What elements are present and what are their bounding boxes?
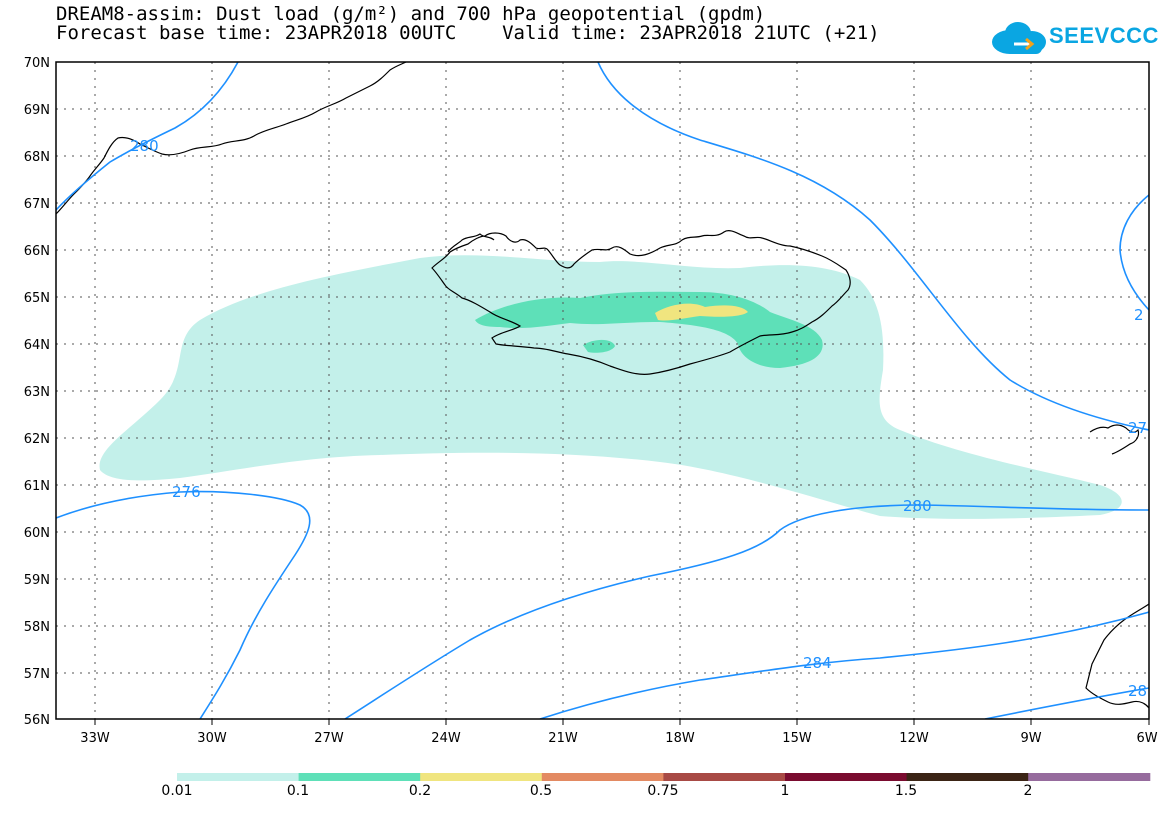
contour-276	[56, 490, 311, 719]
contour-label-280-nw: 280	[130, 137, 159, 155]
contour-label-280: 280	[903, 497, 932, 515]
geopotential-contours	[56, 62, 1149, 719]
faroe-coastline	[1089, 424, 1140, 455]
colorbar-swatch	[663, 773, 786, 781]
lat-label: 61N	[24, 479, 50, 494]
map-area: 280 276 280 284 2 27 28	[56, 62, 1149, 719]
colorbar-swatch	[906, 773, 1029, 781]
lat-label: 65N	[24, 291, 50, 306]
colorbar-label: 0.5	[529, 783, 553, 799]
lat-label: 67N	[24, 197, 50, 212]
lon-label: 9W	[1020, 731, 1041, 746]
greenland-coastline	[56, 62, 407, 215]
lon-label: 21W	[548, 731, 578, 746]
lon-label: 15W	[782, 731, 812, 746]
seevccc-logo	[992, 22, 1046, 54]
contour-284	[539, 611, 1149, 719]
map-title-line2: Forecast base time: 23APR2018 00UTC Vali…	[56, 22, 880, 44]
colorbar-swatch	[1028, 773, 1151, 781]
latitude-labels: 70N 69N 68N 67N 66N 65N 64N 63N 62N 61N …	[24, 56, 50, 728]
colorbar-label: 1	[780, 783, 790, 799]
lat-label: 58N	[24, 620, 50, 635]
lat-label: 64N	[24, 338, 50, 353]
iceland-westfjords	[447, 233, 495, 253]
colorbar-swatch	[541, 773, 664, 781]
contour-label-se: 28	[1128, 682, 1147, 700]
dust-0.01-region	[99, 255, 1122, 519]
contour-se	[984, 687, 1149, 719]
lat-label: 62N	[24, 432, 50, 447]
colorbar-label: 0.75	[647, 783, 679, 799]
logo-text: SEEVCCC	[1049, 23, 1159, 48]
contour-east	[1119, 194, 1149, 311]
lon-label: 27W	[314, 731, 344, 746]
colorbar-swatch	[177, 773, 300, 781]
map-frame	[55, 61, 1150, 720]
lon-label: 24W	[431, 731, 461, 746]
colorbar-label: 0.01	[161, 783, 193, 799]
scotland-coastline	[1085, 603, 1149, 709]
lat-label: 56N	[24, 713, 50, 728]
lon-label: 12W	[899, 731, 929, 746]
longitude-labels: 33W 30W 27W 24W 21W 18W 15W 12W 9W 6W	[80, 731, 1157, 746]
lat-label: 70N	[24, 56, 50, 71]
cloud-icon	[992, 22, 1046, 54]
colorbar-swatch	[420, 773, 543, 781]
colorbar	[177, 773, 1151, 781]
lat-label: 68N	[24, 150, 50, 165]
colorbar-label: 0.2	[408, 783, 432, 799]
colorbar-label: 0.1	[286, 783, 310, 799]
colorbar-swatch	[298, 773, 421, 781]
lat-label: 57N	[24, 667, 50, 682]
lon-label: 6W	[1136, 731, 1157, 746]
contour-280	[344, 504, 1149, 719]
dust-0.1-patch	[583, 339, 615, 353]
lat-label: 66N	[24, 244, 50, 259]
map-title-line1: DREAM8-assim: Dust load (g/m²) and 700 h…	[56, 3, 766, 25]
colorbar-label: 2	[1023, 783, 1033, 799]
lon-label: 18W	[665, 731, 695, 746]
lon-label: 30W	[197, 731, 227, 746]
colorbar-label: 1.5	[894, 783, 918, 799]
lon-label: 33W	[80, 731, 110, 746]
lat-label: 69N	[24, 103, 50, 118]
coastlines	[56, 62, 1149, 709]
contour-label-east: 2	[1134, 306, 1144, 324]
contour-label-276: 276	[172, 483, 201, 501]
lat-label: 63N	[24, 385, 50, 400]
colorbar-swatch	[785, 773, 908, 781]
contour-label-284: 284	[803, 654, 832, 672]
contour-labels: 280 276 280 284 2 27 28	[130, 137, 1147, 700]
tick-marks	[94, 719, 1150, 725]
dust-0.2-region	[655, 303, 748, 321]
contour-label-faroe: 27	[1128, 419, 1147, 437]
lat-label: 60N	[24, 526, 50, 541]
gridlines	[56, 62, 1149, 719]
iceland-coastline	[431, 230, 851, 375]
contour-280-nw	[56, 62, 239, 211]
contour-north	[597, 62, 1149, 431]
lat-label: 59N	[24, 573, 50, 588]
